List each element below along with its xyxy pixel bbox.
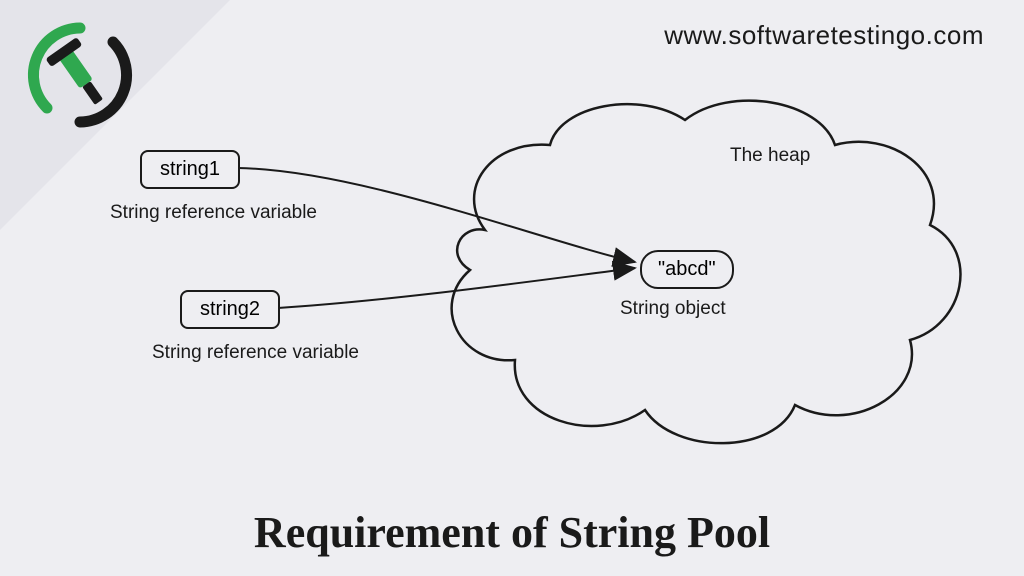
diagram-area: string1 string2 "abcd" String reference … — [60, 90, 980, 470]
node-string2: string2 — [180, 290, 280, 329]
node-label: string1 — [160, 158, 220, 180]
arrows — [60, 90, 980, 470]
label-heap: The heap — [730, 145, 810, 167]
label-ref1: String reference variable — [110, 202, 317, 224]
page-title: Requirement of String Pool — [0, 507, 1024, 558]
node-string1: string1 — [140, 150, 240, 189]
label-ref2: String reference variable — [152, 342, 359, 364]
node-label: "abcd" — [658, 258, 716, 280]
node-abcd: "abcd" — [640, 250, 734, 289]
node-label: string2 — [200, 298, 260, 320]
site-url: www.softwaretestingo.com — [664, 20, 984, 51]
label-object: String object — [620, 298, 726, 320]
